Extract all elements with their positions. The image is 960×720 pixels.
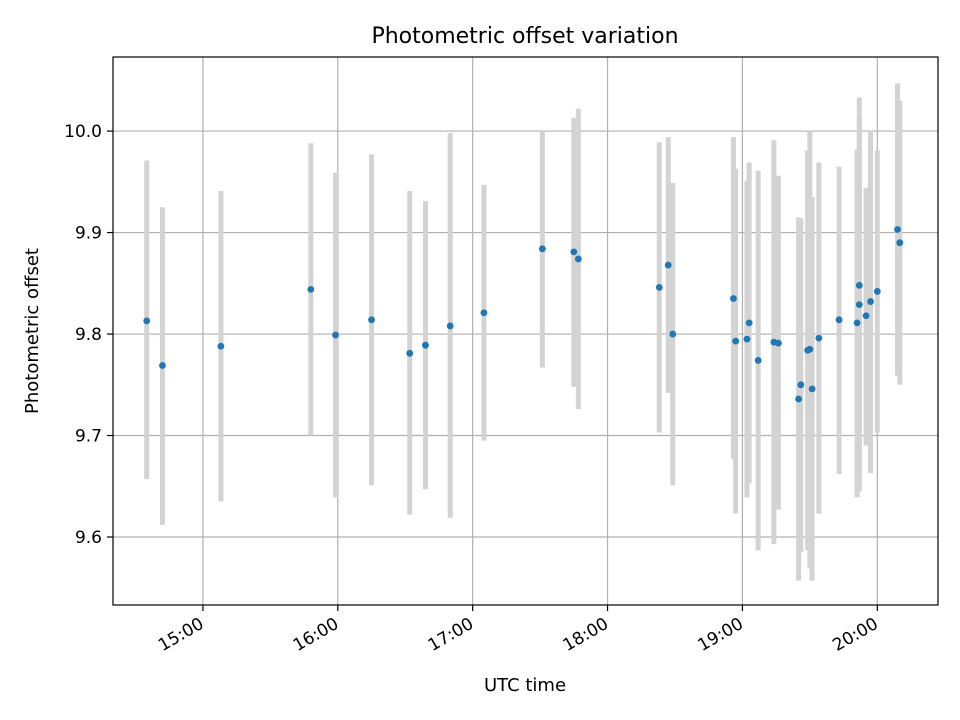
data-point <box>669 330 677 338</box>
data-point <box>570 248 578 256</box>
data-point <box>754 357 762 364</box>
data-point <box>217 342 225 350</box>
y-axis-ticks: 9.6 9.7 9.8 9.9 10.0 <box>64 122 113 548</box>
data-point <box>745 319 753 327</box>
data-point <box>368 316 375 324</box>
chart-title: Photometric offset variation <box>371 24 678 49</box>
data-point <box>806 345 814 353</box>
y-tick-label: 10.0 <box>64 122 102 142</box>
data-point <box>853 319 861 327</box>
data-point <box>446 322 454 330</box>
data-point <box>730 295 737 302</box>
data-point <box>159 362 166 369</box>
data-point <box>855 281 863 289</box>
data-point <box>873 288 881 295</box>
y-tick-label: 9.6 <box>75 528 102 548</box>
y-tick-label: 9.9 <box>75 224 102 244</box>
data-point <box>406 349 414 357</box>
data-point <box>795 395 803 403</box>
data-point <box>855 301 863 309</box>
data-point <box>774 339 782 347</box>
data-point <box>538 245 546 253</box>
data-point <box>332 331 339 339</box>
data-point <box>664 261 672 269</box>
data-point <box>143 317 151 325</box>
data-point <box>896 239 904 247</box>
data-points <box>143 226 904 403</box>
data-point <box>743 335 751 343</box>
data-point <box>862 312 870 320</box>
data-point <box>797 381 805 389</box>
x-axis-label: UTC time <box>484 675 566 696</box>
plot-frame <box>112 56 939 606</box>
data-point <box>480 309 488 317</box>
y-tick-label: 9.7 <box>75 427 102 447</box>
data-point <box>808 385 816 393</box>
data-point <box>732 337 740 345</box>
data-point <box>867 298 874 305</box>
data-point <box>655 283 663 291</box>
data-point <box>574 255 582 263</box>
data-point <box>815 334 823 342</box>
y-tick-label: 9.8 <box>75 325 102 345</box>
y-axis-label: Photometric offset <box>22 248 43 414</box>
data-point <box>835 316 843 324</box>
data-point <box>307 285 315 293</box>
data-point <box>422 341 429 349</box>
data-point <box>894 226 901 233</box>
